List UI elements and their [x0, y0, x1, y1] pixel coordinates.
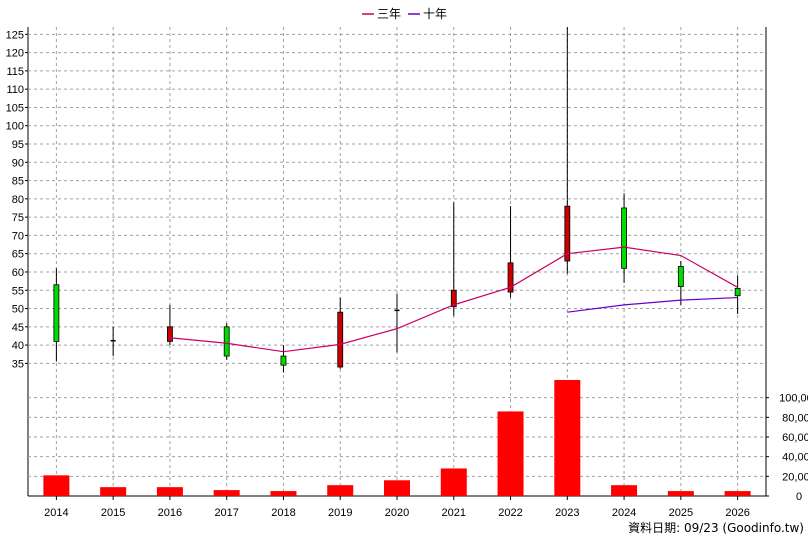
candle-2021 — [450, 202, 457, 316]
volume-bar — [156, 487, 183, 496]
candle-2023 — [564, 27, 571, 274]
candle-2025 — [677, 261, 684, 305]
price-tick-label: 120 — [6, 48, 24, 60]
candle-2020 — [394, 293, 400, 353]
price-tick-label: 45 — [12, 322, 24, 334]
candle-body — [167, 326, 173, 342]
price-tick-label: 75 — [12, 212, 24, 224]
volume-bar — [384, 480, 410, 496]
volume-bar — [43, 475, 70, 496]
price-tick-label: 50 — [12, 304, 24, 316]
line-series-1 — [567, 296, 738, 313]
price-tick-label: 110 — [6, 84, 24, 96]
volume-axis: 0 20,000 40,000 60,000 80,000 100,000 — [766, 393, 808, 503]
year-tick-label: 2018 — [271, 507, 295, 519]
year-tick-label: 2026 — [725, 507, 749, 519]
price-tick-label: 95 — [12, 139, 24, 151]
volume-tick-label: 20,000 — [782, 471, 808, 483]
year-axis: 2014 2015 2016 2017 2018 2019 2020 2021 2022 2023… — [44, 496, 750, 519]
candle-body — [677, 266, 684, 287]
volume-bar — [270, 491, 297, 496]
price-axis: 35 40 45 50 55 60 65 70 75 80 85 90 95 100 105 110 115 12… — [6, 29, 28, 370]
price-tick-label: 80 — [12, 194, 24, 206]
candle-2022 — [507, 206, 514, 298]
candle-2015 — [110, 326, 116, 357]
volume-bar — [497, 411, 524, 496]
candle-2016 — [167, 304, 173, 346]
year-tick-label: 2022 — [498, 507, 522, 519]
year-tick-label: 2019 — [328, 507, 352, 519]
volume-bar — [100, 487, 127, 496]
year-tick-label: 2016 — [158, 507, 182, 519]
price-tick-label: 85 — [12, 176, 24, 188]
candle-2014 — [53, 268, 60, 362]
candle-body — [734, 288, 741, 297]
price-tick-label: 40 — [12, 340, 24, 352]
year-tick-label: 2017 — [214, 507, 238, 519]
year-tick-label: 2014 — [44, 507, 68, 519]
candle-2026 — [734, 275, 741, 315]
year-tick-label: 2023 — [555, 507, 579, 519]
year-tick-label: 2024 — [612, 507, 636, 519]
price-tick-label: 55 — [12, 285, 24, 297]
volume-bar — [611, 485, 638, 496]
candle-body — [223, 326, 230, 357]
volume-bar — [724, 491, 751, 496]
price-tick-label: 90 — [12, 157, 24, 169]
candle-body — [621, 207, 627, 269]
volume-tick-label: 60,000 — [782, 432, 808, 444]
volume-bar — [327, 485, 354, 496]
price-tick-label: 70 — [12, 230, 24, 242]
candle-body — [280, 355, 287, 366]
volume-bars — [43, 379, 751, 496]
year-tick-label: 2021 — [442, 507, 466, 519]
year-tick-label: 2020 — [385, 507, 409, 519]
candle-2019 — [337, 297, 344, 369]
volume-tick-label: 100,000 — [779, 393, 808, 405]
price-tick-label: 125 — [6, 29, 24, 41]
price-tick-label: 100 — [6, 121, 24, 133]
volume-bar — [554, 379, 581, 496]
volume-tick-label: 40,000 — [782, 452, 808, 464]
price-tick-label: 65 — [12, 249, 24, 261]
legend-label: 三年 — [377, 7, 401, 21]
candle-2024 — [621, 193, 627, 283]
legend: 三年 十年 — [362, 7, 447, 21]
price-tick-label: 60 — [12, 267, 24, 279]
volume-bar — [667, 491, 694, 496]
grid-lines — [28, 27, 766, 496]
line-series-0 — [169, 246, 738, 353]
moving-average-lines — [169, 246, 738, 353]
candle-body — [53, 284, 60, 342]
footer-source: 資料日期: 09/23 (Goodinfo.tw) — [628, 521, 804, 535]
price-tick-label: 115 — [6, 66, 24, 78]
year-tick-label: 2015 — [101, 507, 125, 519]
volume-tick-label: 0 — [796, 491, 802, 503]
candle-2017 — [223, 323, 230, 360]
volume-tick-label: 80,000 — [782, 412, 808, 424]
volume-bar — [440, 468, 467, 496]
legend-label: 十年 — [423, 7, 447, 21]
candle-2018 — [280, 345, 287, 373]
candle-body — [564, 205, 571, 262]
candle-body — [450, 289, 457, 308]
candle-body — [337, 311, 344, 368]
price-tick-label: 35 — [12, 358, 24, 370]
year-tick-label: 2025 — [669, 507, 693, 519]
volume-bar — [213, 490, 240, 496]
candles — [53, 27, 741, 373]
price-tick-label: 105 — [6, 102, 24, 114]
candle-body — [507, 262, 514, 293]
